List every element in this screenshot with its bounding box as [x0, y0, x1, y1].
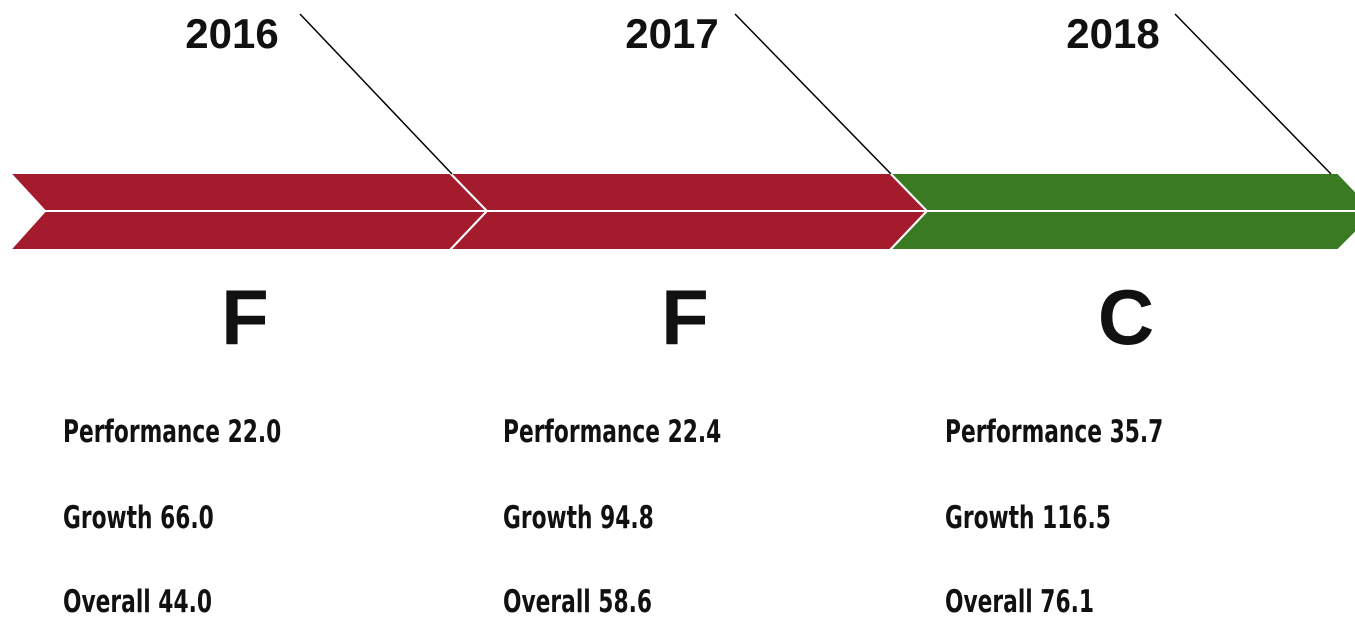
grade: C	[1097, 273, 1155, 361]
metric: Growth 66.0	[63, 500, 214, 536]
metric: Overall 76.1	[945, 584, 1094, 620]
grade: F	[221, 273, 269, 361]
metric: Performance 22.0	[63, 414, 282, 450]
metric: Overall 44.0	[63, 584, 212, 620]
year-label: 2016	[185, 10, 279, 57]
metric: Growth 94.8	[503, 500, 654, 536]
metric: Growth 116.5	[945, 500, 1111, 536]
pointer-line	[299, 13, 453, 175]
metric: Overall 58.6	[503, 584, 652, 620]
metric: Performance 35.7	[945, 414, 1164, 450]
pointer-line	[1174, 13, 1332, 175]
year-label: 2017	[625, 10, 719, 57]
metric: Performance 22.4	[503, 414, 722, 450]
year-label: 2018	[1066, 10, 1160, 57]
pointer-line	[734, 13, 892, 175]
grade: F	[661, 273, 709, 361]
